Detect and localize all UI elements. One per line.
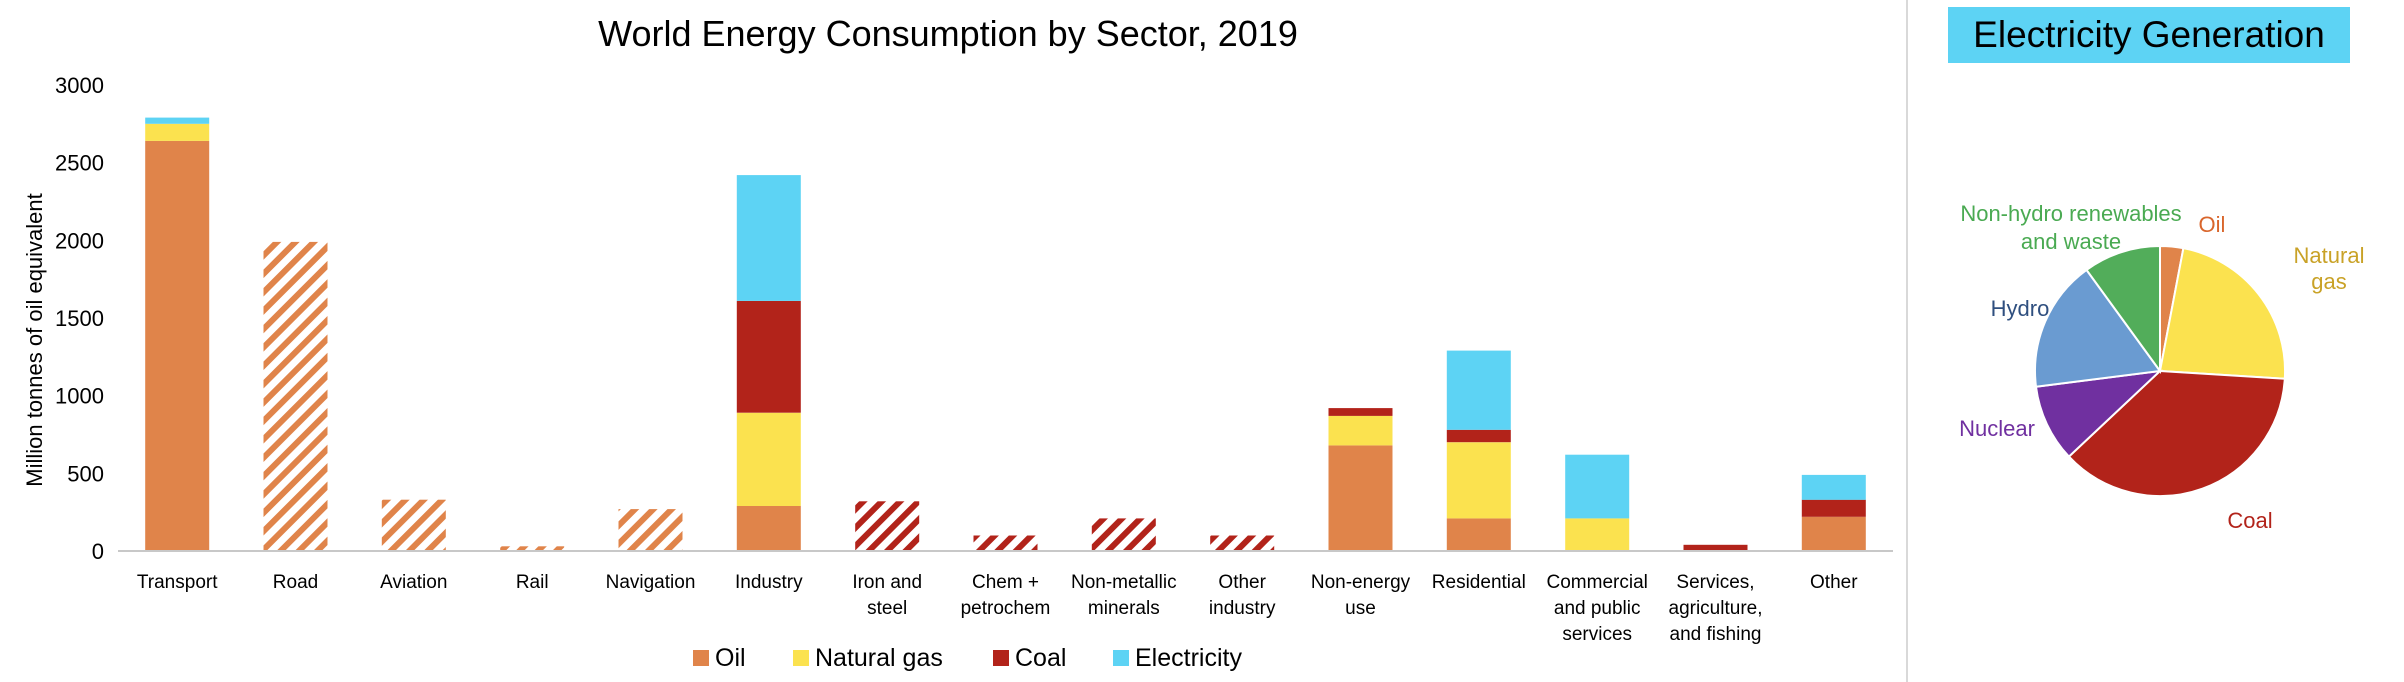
bar-industry-natural-gas xyxy=(736,412,801,506)
bar-commercial-and-public-services-natural-gas xyxy=(1565,518,1630,551)
x-tick-label: Transport xyxy=(137,572,218,593)
x-tick-label: Rail xyxy=(516,572,549,593)
x-tick-label: Road xyxy=(273,572,318,593)
y-tick-label: 2000 xyxy=(55,228,104,253)
legend-swatch xyxy=(993,650,1009,666)
x-tick-label: Industry xyxy=(735,572,803,593)
y-tick-label: 500 xyxy=(67,461,104,486)
bar-industry-electricity xyxy=(736,175,801,301)
bar-chart-title: World Energy Consumption by Sector, 2019 xyxy=(598,13,1298,54)
y-axis-ticks: 0 500 1000 1500 2000 2500 3000 xyxy=(55,73,104,564)
bar-other-oil xyxy=(1801,516,1866,551)
legend-swatch xyxy=(1113,650,1129,666)
x-tick-label: Aviation xyxy=(380,572,447,593)
bar-aviation-oil xyxy=(381,499,446,551)
y-tick-label: 3000 xyxy=(55,73,104,98)
x-tick-label: Other industry xyxy=(1209,572,1276,619)
legend-swatch xyxy=(793,650,809,666)
legend: Oil Natural gas Coal Electricity xyxy=(693,644,1242,672)
pie-label: Hydro xyxy=(1991,296,2050,321)
pie-label: Oil xyxy=(2199,212,2226,237)
y-tick-label: 1500 xyxy=(55,306,104,331)
bar-non-metallic-minerals-coal xyxy=(1091,518,1156,551)
bar-other-coal xyxy=(1801,499,1866,517)
x-tick-label: Non-energy use xyxy=(1311,572,1411,619)
x-tick-label: Residential xyxy=(1432,572,1526,593)
pie-chart-title: Electricity Generation xyxy=(1948,7,2350,63)
bar-non-energy-use-oil xyxy=(1328,445,1393,551)
x-tick-label: Navigation xyxy=(606,572,696,593)
x-tick-label: Non-metallic minerals xyxy=(1071,572,1177,619)
bar-services-agriculture-and-fishing-coal xyxy=(1683,544,1748,551)
bar-non-energy-use-natural-gas xyxy=(1328,415,1393,446)
pie-label: Coal xyxy=(2227,508,2272,533)
pie-label: Nuclear xyxy=(1959,416,2035,441)
bar-transport-natural-gas xyxy=(145,123,210,141)
bar-industry-coal xyxy=(736,300,801,413)
bar-residential-electricity xyxy=(1446,350,1511,430)
bar-transport-electricity xyxy=(145,117,210,124)
x-tick-label: Chem + petrochem xyxy=(961,572,1051,619)
pie-label: Non-hydro renewables and waste xyxy=(1960,201,2181,254)
bar-other-industry-coal xyxy=(1210,535,1275,551)
x-tick-label: Iron and steel xyxy=(852,572,922,619)
y-tick-label: 0 xyxy=(92,539,104,564)
legend-swatch xyxy=(693,650,709,666)
bar-rail-oil xyxy=(500,546,565,551)
bar-residential-natural-gas xyxy=(1446,442,1511,519)
bar-chem-petrochem-coal xyxy=(973,535,1038,551)
bars xyxy=(145,117,1866,551)
bar-commercial-and-public-services-electricity xyxy=(1565,454,1630,519)
pie-slice-hydro xyxy=(2034,268,2162,388)
pie-chart xyxy=(2034,244,2287,498)
legend-label: Electricity xyxy=(1135,644,1242,672)
bar-chart-ylabel: Million tonnes of oil equivalent xyxy=(22,193,47,487)
pie-slice-non-hydro-renewables-and-waste xyxy=(2085,244,2161,375)
bar-iron-and-steel-coal xyxy=(855,501,920,551)
bar-residential-oil xyxy=(1446,518,1511,551)
bar-road-oil xyxy=(263,241,328,551)
legend-label: Coal xyxy=(1015,644,1066,672)
legend-label: Oil xyxy=(715,644,746,672)
y-tick-label: 2500 xyxy=(55,151,104,176)
bar-other-electricity xyxy=(1801,474,1866,500)
bar-navigation-oil xyxy=(618,509,683,551)
x-axis-labels: Transport Road Aviation Rail Navigation Indus… xyxy=(137,572,1858,645)
pie-label: Natural gas xyxy=(2294,243,2365,294)
bar-non-energy-use-coal xyxy=(1328,408,1393,416)
bar-residential-coal xyxy=(1446,429,1511,443)
bar-transport-oil xyxy=(145,140,210,551)
pie-labels: Oil Natural gas Coal Nuclear Hydro Non-hydro r… xyxy=(1959,201,2364,533)
legend-label: Natural gas xyxy=(815,644,943,672)
y-tick-label: 1000 xyxy=(55,384,104,409)
pie-slice-natural-gas xyxy=(2158,247,2287,380)
pie-slice-nuclear xyxy=(2034,369,2163,459)
panel-divider xyxy=(1906,0,1908,682)
pie-slice-coal xyxy=(2067,369,2286,498)
x-tick-label: Services, agriculture, and fishing xyxy=(1669,572,1763,645)
x-tick-label: Other xyxy=(1810,572,1858,593)
bar-industry-oil xyxy=(736,506,801,551)
x-tick-label: Commercial and public services xyxy=(1547,572,1648,645)
